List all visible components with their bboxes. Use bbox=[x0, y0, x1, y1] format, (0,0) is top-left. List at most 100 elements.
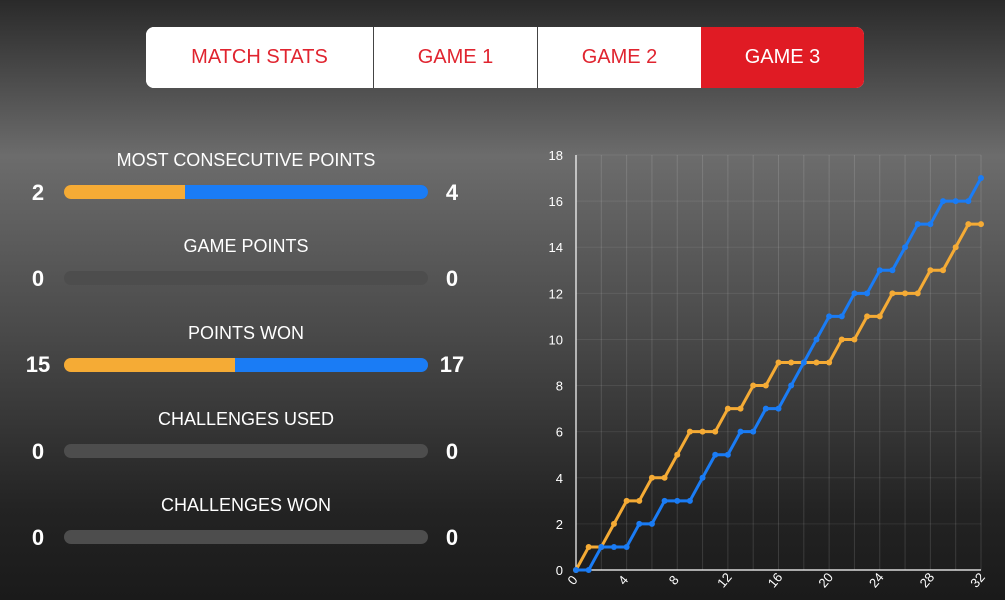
bar-segment-right bbox=[185, 185, 428, 199]
data-point bbox=[864, 290, 871, 297]
y-tick-label: 16 bbox=[549, 194, 563, 209]
x-tick-label: 32 bbox=[967, 570, 988, 591]
bar-segment-left bbox=[64, 185, 186, 199]
bar-segment-right bbox=[234, 358, 428, 372]
data-point bbox=[940, 198, 947, 205]
data-point bbox=[965, 221, 972, 228]
data-point bbox=[838, 313, 845, 320]
data-point bbox=[737, 428, 744, 435]
y-tick-label: 2 bbox=[556, 517, 563, 532]
data-point bbox=[686, 428, 693, 435]
data-point bbox=[610, 543, 617, 550]
data-point bbox=[648, 474, 655, 481]
data-point bbox=[737, 405, 744, 412]
data-point bbox=[699, 428, 706, 435]
stat-right-challenges-used: 0 bbox=[445, 439, 459, 464]
data-point bbox=[636, 520, 643, 527]
stat-left-consecutive-points: 2 bbox=[31, 180, 45, 205]
data-point bbox=[876, 267, 883, 274]
data-point bbox=[674, 497, 681, 504]
data-point bbox=[952, 244, 959, 251]
y-tick-label: 0 bbox=[556, 563, 563, 578]
stat-bar-points-won bbox=[64, 358, 428, 372]
data-point bbox=[623, 543, 630, 550]
data-point bbox=[952, 198, 959, 205]
stat-title-points-won: POINTS WON bbox=[188, 323, 304, 343]
tab-game-1[interactable]: GAME 1 bbox=[373, 27, 537, 88]
data-point bbox=[978, 221, 984, 228]
data-point bbox=[762, 405, 769, 412]
data-point bbox=[712, 428, 719, 435]
y-tick-label: 12 bbox=[549, 286, 563, 301]
x-tick-label: 24 bbox=[866, 570, 887, 591]
stat-right-game-points: 0 bbox=[445, 266, 459, 291]
data-point bbox=[902, 244, 909, 251]
data-point bbox=[750, 382, 757, 389]
data-point bbox=[902, 290, 909, 297]
data-point bbox=[585, 567, 592, 573]
data-point bbox=[775, 359, 782, 366]
data-point bbox=[762, 382, 769, 389]
data-point bbox=[838, 336, 845, 343]
tab-game-3[interactable]: GAME 3 bbox=[701, 27, 864, 88]
data-point bbox=[788, 359, 795, 366]
y-tick-label: 18 bbox=[549, 148, 563, 163]
stat-left-challenges-used: 0 bbox=[31, 439, 45, 464]
data-point bbox=[775, 405, 782, 412]
data-point bbox=[661, 474, 668, 481]
x-tick-label: 28 bbox=[917, 570, 938, 591]
data-point bbox=[940, 267, 947, 274]
x-tick-label: 8 bbox=[666, 573, 682, 588]
x-tick-label: 16 bbox=[765, 570, 786, 591]
data-point bbox=[623, 497, 630, 504]
data-point bbox=[661, 497, 668, 504]
data-point bbox=[610, 520, 617, 527]
bar-segment-left bbox=[64, 358, 235, 372]
stat-title-challenges-used: CHALLENGES USED bbox=[157, 409, 335, 429]
x-tick-label: 20 bbox=[815, 570, 836, 591]
stat-left-challenges-won: 0 bbox=[31, 525, 45, 550]
stat-title-game-points: GAME POINTS bbox=[183, 236, 309, 256]
data-point bbox=[788, 382, 795, 389]
data-point bbox=[965, 198, 972, 205]
data-point bbox=[724, 451, 731, 458]
y-tick-label: 14 bbox=[549, 240, 563, 255]
stat-right-points-won: 17 bbox=[439, 352, 465, 377]
data-point bbox=[826, 313, 833, 320]
data-point bbox=[636, 497, 643, 504]
data-point bbox=[813, 359, 820, 366]
data-point bbox=[699, 474, 706, 481]
stat-title-consecutive-points: MOST CONSECUTIVE POINTS bbox=[116, 150, 376, 170]
data-point bbox=[864, 313, 871, 320]
x-tick-label: 12 bbox=[714, 570, 735, 591]
data-point bbox=[712, 451, 719, 458]
data-point bbox=[889, 267, 896, 274]
data-point bbox=[800, 359, 807, 366]
stat-title-challenges-won: CHALLENGES WON bbox=[160, 495, 332, 515]
data-point bbox=[648, 520, 655, 527]
data-point bbox=[573, 567, 579, 573]
y-tick-label: 4 bbox=[556, 471, 563, 486]
data-point bbox=[889, 290, 896, 297]
data-point bbox=[927, 267, 934, 274]
data-point bbox=[914, 221, 921, 228]
data-point bbox=[813, 336, 820, 343]
tab-game-2[interactable]: GAME 2 bbox=[537, 27, 701, 88]
data-point bbox=[750, 428, 757, 435]
y-tick-label: 8 bbox=[556, 379, 563, 394]
stat-bar-game-points bbox=[64, 271, 428, 285]
tab-match-stats[interactable]: MATCH STATS bbox=[146, 27, 373, 88]
stat-left-points-won: 15 bbox=[25, 352, 51, 377]
data-point bbox=[598, 543, 605, 550]
y-tick-label: 10 bbox=[549, 332, 563, 347]
data-point bbox=[851, 336, 858, 343]
data-point bbox=[876, 313, 883, 320]
data-point bbox=[686, 497, 693, 504]
data-point bbox=[851, 290, 858, 297]
data-point bbox=[674, 451, 681, 458]
data-point bbox=[724, 405, 731, 412]
stat-right-consecutive-points: 4 bbox=[445, 180, 459, 205]
stat-bar-consecutive-points bbox=[64, 185, 428, 199]
data-point bbox=[914, 290, 921, 297]
